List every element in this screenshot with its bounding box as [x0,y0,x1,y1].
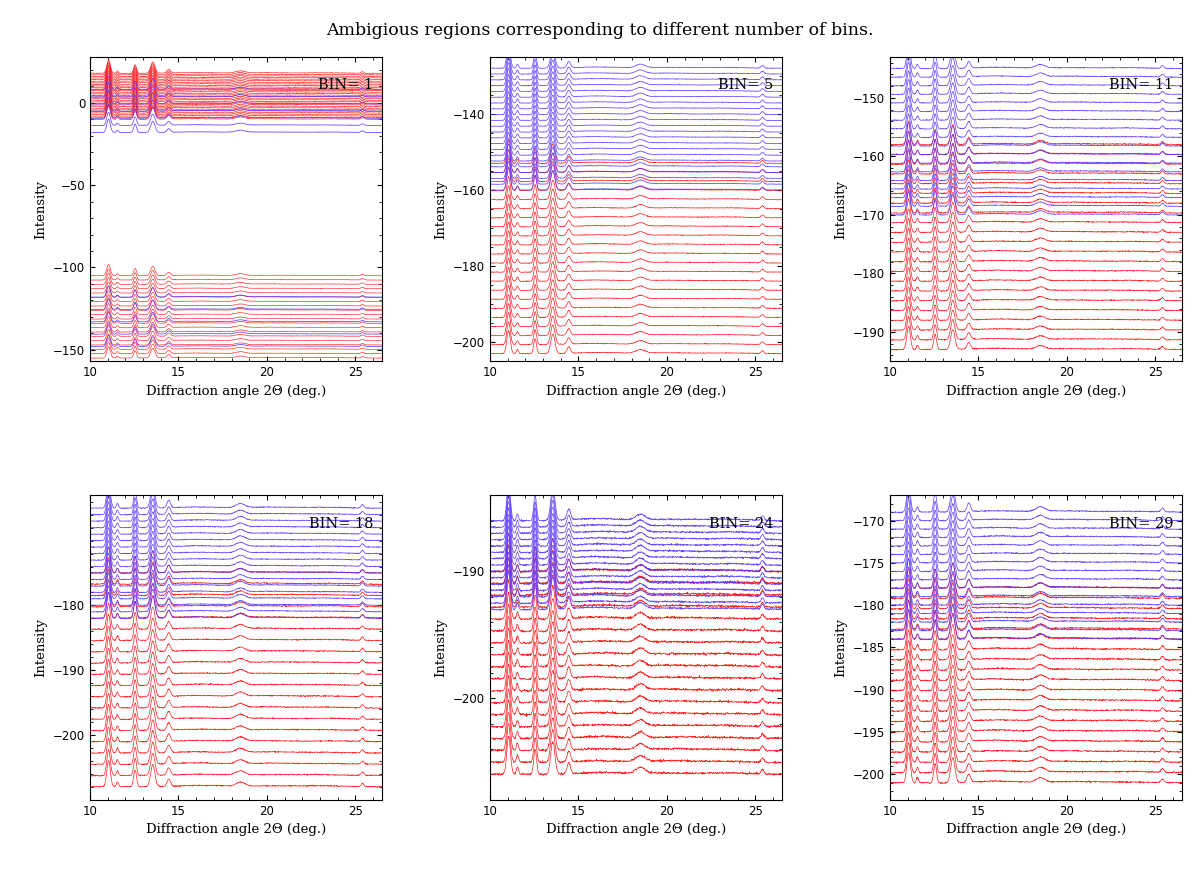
Text: Ambigious regions corresponding to different number of bins.: Ambigious regions corresponding to diffe… [326,22,874,38]
X-axis label: Diffraction angle 2Θ (deg.): Diffraction angle 2Θ (deg.) [146,385,326,398]
Text: BIN= 29: BIN= 29 [1109,517,1174,531]
Y-axis label: Intensity: Intensity [834,618,847,677]
Y-axis label: Intensity: Intensity [834,179,847,239]
Y-axis label: Intensity: Intensity [434,179,448,239]
Text: BIN= 18: BIN= 18 [308,517,373,531]
Text: BIN= 24: BIN= 24 [709,517,773,531]
Text: BIN= 5: BIN= 5 [718,78,773,92]
X-axis label: Diffraction angle 2Θ (deg.): Diffraction angle 2Θ (deg.) [946,823,1126,836]
Y-axis label: Intensity: Intensity [434,618,448,677]
Y-axis label: Intensity: Intensity [35,179,48,239]
X-axis label: Diffraction angle 2Θ (deg.): Diffraction angle 2Θ (deg.) [146,823,326,836]
X-axis label: Diffraction angle 2Θ (deg.): Diffraction angle 2Θ (deg.) [546,823,726,836]
Text: BIN= 1: BIN= 1 [318,78,373,92]
Text: BIN= 11: BIN= 11 [1109,78,1174,92]
X-axis label: Diffraction angle 2Θ (deg.): Diffraction angle 2Θ (deg.) [946,385,1126,398]
Y-axis label: Intensity: Intensity [35,618,47,677]
X-axis label: Diffraction angle 2Θ (deg.): Diffraction angle 2Θ (deg.) [546,385,726,398]
